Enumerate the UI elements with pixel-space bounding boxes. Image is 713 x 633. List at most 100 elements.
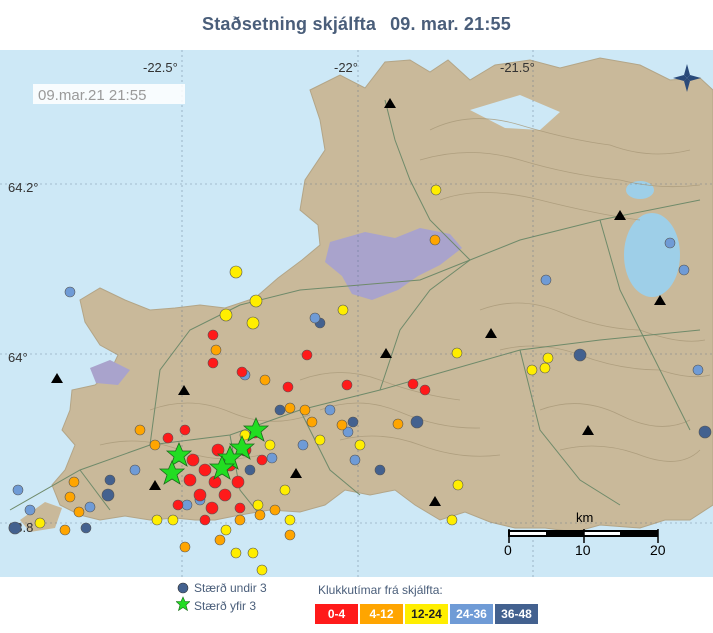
quake-dot — [252, 499, 264, 511]
quake-dot — [542, 352, 554, 364]
scale-tick-0: 0 — [504, 542, 512, 558]
quake-dot — [698, 425, 712, 439]
quake-dot — [429, 234, 441, 246]
quake-dot — [104, 474, 116, 486]
quake-dot — [309, 312, 321, 324]
station-marker — [149, 480, 161, 490]
map-title: Staðsetning skjálfta 09. mar. 21:55 — [0, 14, 713, 35]
station-marker — [178, 385, 190, 395]
quake-dot — [678, 264, 690, 276]
quake-dot — [269, 504, 281, 516]
quake-dot — [244, 464, 256, 476]
lon-label-1: -22.5° — [143, 60, 178, 75]
quake-dot — [218, 488, 232, 502]
station-marker — [614, 210, 626, 220]
station-marker — [51, 373, 63, 383]
scale-tick-10: 10 — [575, 542, 591, 558]
lake-thingvallavatn — [624, 213, 680, 297]
quake-dot — [12, 484, 24, 496]
lat-label-2: 64° — [8, 350, 28, 365]
time-bin-36-48: 36-48 — [495, 604, 538, 624]
quake-dot — [282, 381, 294, 393]
quake-dot — [446, 514, 458, 526]
urban-area — [325, 228, 462, 300]
quake-dot — [284, 514, 296, 526]
time-bin-label: 24-36 — [456, 607, 487, 621]
quake-dot — [207, 329, 219, 341]
quake-dot — [211, 443, 225, 457]
station-marker — [582, 425, 594, 435]
title-datetime: 09. mar. 21:55 — [390, 14, 511, 34]
time-bin-label: 0-4 — [327, 607, 346, 621]
quake-dot — [151, 514, 163, 526]
quake-dot — [205, 501, 219, 515]
quake-dot — [254, 509, 266, 521]
quake-dot — [134, 424, 146, 436]
quake-dot — [220, 524, 232, 536]
time-bin-label: 12-24 — [411, 607, 442, 621]
small-quake-symbol — [177, 582, 189, 594]
quake-dot — [336, 419, 348, 431]
seismic-stations — [51, 98, 666, 506]
quake-dot — [349, 454, 361, 466]
timestamp-box — [33, 84, 185, 104]
quake-dot — [692, 364, 704, 376]
quake-dot — [573, 348, 587, 362]
quake-dot — [337, 304, 349, 316]
quake-dot — [247, 547, 259, 559]
legend-large-label: Stærð yfir 3 — [194, 599, 257, 613]
quake-dot — [314, 434, 326, 446]
earthquake-map[interactable]: -22.5° -22° -21.5° 64.2° 64° 63.8 09.mar… — [0, 50, 713, 577]
lon-label-2: -22° — [334, 60, 358, 75]
time-bin-label: 36-48 — [501, 607, 532, 621]
quake-dot — [167, 514, 179, 526]
station-marker — [485, 328, 497, 338]
quake-dot — [284, 529, 296, 541]
earthquakes-large — [158, 417, 270, 485]
quake-dot — [341, 379, 353, 391]
quake-dot — [342, 426, 354, 438]
quake-dot — [234, 502, 246, 514]
quake-dot — [179, 424, 191, 436]
quake-dot — [540, 274, 552, 286]
quake-dot — [68, 476, 80, 488]
quake-star — [242, 417, 270, 442]
graticule — [0, 50, 713, 577]
quake-dot — [129, 464, 141, 476]
quake-dot — [266, 452, 278, 464]
quake-dot — [207, 357, 219, 369]
earthquakes-small — [8, 184, 712, 576]
quake-dot — [64, 286, 76, 298]
quake-dot — [392, 418, 404, 430]
quake-dot — [24, 504, 36, 516]
peninsula-southwest — [20, 502, 62, 532]
quake-dot — [199, 514, 211, 526]
quake-dot — [181, 499, 193, 511]
time-bin-label: 4-12 — [369, 607, 394, 621]
quake-dot — [664, 237, 676, 249]
time-bin-24-36: 24-36 — [450, 604, 493, 624]
compass-icon — [673, 64, 701, 92]
quake-dot — [407, 378, 419, 390]
scale-tick-20: 20 — [650, 542, 666, 558]
station-marker — [654, 295, 666, 305]
station-marker — [380, 348, 392, 358]
quake-dot — [219, 308, 233, 322]
quake-dot — [229, 265, 243, 279]
roads — [9, 99, 701, 516]
time-bin-0-4: 0-4 — [315, 604, 358, 624]
station-marker — [429, 496, 441, 506]
quake-dot — [183, 473, 197, 487]
quake-dot — [8, 521, 22, 535]
quake-dot — [419, 384, 431, 396]
quake-dot — [259, 374, 271, 386]
station-marker — [290, 468, 302, 478]
quake-dot — [210, 344, 222, 356]
legend-small-label: Stærð undir 3 — [194, 581, 267, 595]
quake-star — [158, 460, 186, 485]
time-bin-12-24: 12-24 — [405, 604, 448, 624]
quakes-36-48 — [8, 317, 712, 535]
quake-dot — [451, 347, 463, 359]
quake-dot — [172, 499, 184, 511]
quake-dot — [246, 316, 260, 330]
